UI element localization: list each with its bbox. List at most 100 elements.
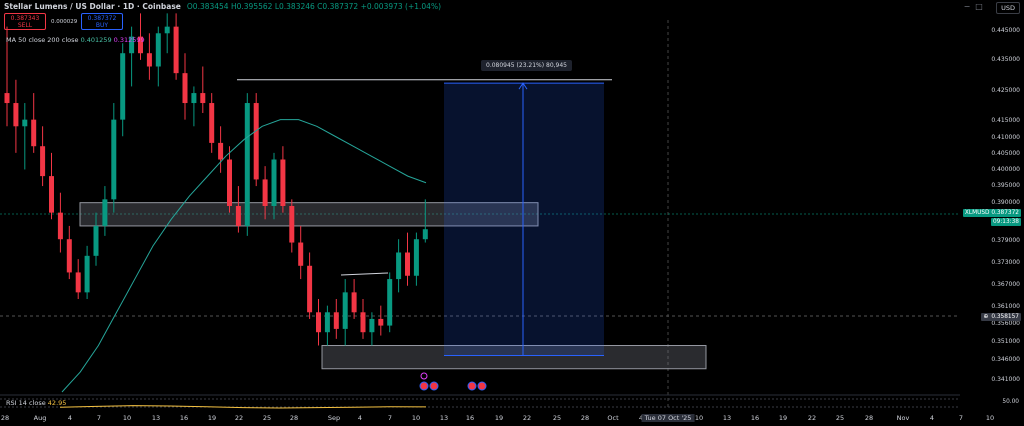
sell-button[interactable]: 0.387343 SELL [4,13,46,30]
price-tick: 0.379000 [991,237,1020,244]
ma50-line [61,119,427,393]
time-tick: 7 [96,414,102,422]
candle-body [66,239,72,273]
candle-body [13,103,19,127]
candle-body [129,36,135,54]
candle-body [227,159,232,206]
ma200-value: 0.312599 [113,36,145,44]
candle-body [31,119,37,147]
buy-label: BUY [95,22,109,29]
candle-body [4,93,10,104]
time-tick: 16 [465,414,475,422]
candle-body [138,36,143,54]
rsi-legend[interactable]: RSI 14 close 42.95 [6,399,66,407]
candle-body [387,279,393,326]
candle-body [75,272,81,293]
candle-body [164,26,170,34]
high-value: H0.395562 [230,2,273,11]
time-tick: 19 [494,414,504,422]
measure-box [444,83,604,356]
ma50-value: 0.401259 [80,36,112,44]
candle-body [396,252,402,280]
currency-button[interactable]: USD [996,2,1020,14]
time-tick: 13 [151,414,161,422]
candle-body [155,33,161,67]
buy-button[interactable]: 0.387372 BUY [81,13,123,30]
price-tick: 0.415000 [991,117,1020,124]
candle-body [298,242,304,266]
candle-body [369,318,375,333]
time-tick: 19 [778,414,788,422]
candle-body [84,255,90,293]
candle-body [405,252,410,276]
time-tick: 7 [958,414,964,422]
price-tick: 0.346000 [991,356,1020,363]
event-icon [419,381,429,391]
ma-legend[interactable]: MA 50 close 200 close 0.401259 0.312599 [6,36,145,44]
sell-label: SELL [17,22,33,29]
time-tick: 16 [179,414,189,422]
rsi-axis-label: 50.00 [1002,399,1019,405]
price-tick: 0.367000 [991,281,1020,288]
candle-body [209,103,215,143]
rsi-line [59,405,427,409]
time-tick: 28 [580,414,590,422]
change-value: +0.003973 (+1.04%) [360,2,442,11]
price-tick: 0.390000 [991,199,1020,206]
candle-body [191,93,197,104]
candle-body [244,103,250,226]
symbol-title[interactable]: Stellar Lumens / US Dollar · 1D · Coinba… [4,2,181,11]
price-tick: 0.400000 [991,166,1020,173]
time-tick: 22 [522,414,532,422]
price-tick: 0.356000 [991,320,1020,327]
measure-arrowhead [518,82,528,90]
time-tick: 22 [807,414,817,422]
candle-body [413,239,419,276]
add-icon: ⊕ [983,314,989,320]
candle-body [120,53,126,120]
price-tick: 0.351000 [991,338,1020,345]
open-value: O0.383454 [186,2,229,11]
candle-body [316,312,321,333]
selected-date-label: Tue 07 Oct '25 [641,414,695,422]
time-tick: Nov [896,414,910,422]
time-tick: 28 [864,414,874,422]
candle-body [342,292,348,329]
minus-icon[interactable]: − [963,2,971,11]
resistance-zone [79,202,539,227]
buy-price: 0.387372 [87,15,117,22]
hover-price-tag: ⊕ 0.358157 [981,313,1021,321]
close-value: C0.387372 [317,2,359,11]
time-tick: 7 [387,414,393,422]
candle-body [93,225,99,256]
candle-body [182,73,188,104]
time-tick: 28 [289,414,299,422]
candle-body [307,265,313,313]
candle-body [49,176,54,213]
countdown-tag: 09:13:38 [990,218,1021,226]
price-tick: 0.361000 [991,303,1020,310]
candle-body [351,292,357,313]
candle-body [22,119,28,127]
price-tick: 0.425000 [991,87,1020,94]
time-tick: 10 [985,414,995,422]
event-icon [477,381,487,391]
candle-body [360,312,366,333]
candle-body [235,206,241,226]
zone-layer [79,202,707,370]
price-tick: 0.445000 [991,27,1020,34]
time-tick: 10 [411,414,421,422]
time-tick: 28 [0,414,10,422]
candle-layer [4,13,428,346]
chart-header: Stellar Lumens / US Dollar · 1D · Coinba… [4,2,441,11]
candle-body [271,159,277,206]
time-tick: 4 [639,414,643,422]
last-price-tag: 0.387372 [991,210,1019,216]
square-icon[interactable]: □ [975,2,983,11]
candle-body [173,26,179,74]
demand-zone [321,345,707,370]
price-tick: 0.395000 [991,182,1020,189]
time-tick: 10 [122,414,132,422]
